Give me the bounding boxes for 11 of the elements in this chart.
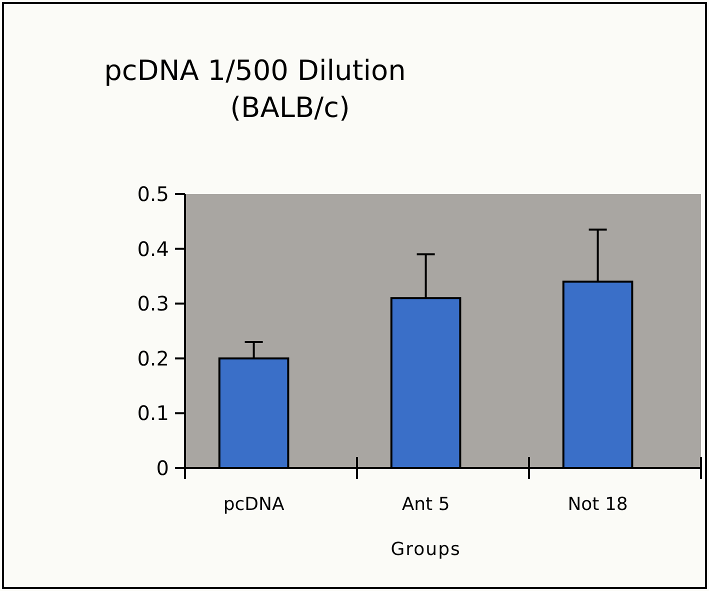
chart-title: pcDNA 1/500 Dilution (BALB/c) — [104, 54, 406, 124]
y-tick-label: 0.5 — [137, 182, 169, 206]
x-tick-label: Ant 5 — [402, 494, 450, 515]
y-tick-label: 0.2 — [137, 346, 169, 370]
x-tick-label: Not 18 — [568, 494, 628, 515]
y-tick-label: 0.3 — [137, 292, 169, 316]
y-tick-label: 0.4 — [137, 236, 169, 261]
y-tick-label: 0 — [156, 456, 169, 480]
x-axis-title: Groups — [390, 539, 461, 560]
y-tick-label: 0.1 — [137, 401, 169, 426]
x-tick-label: pcDNA — [223, 494, 285, 515]
